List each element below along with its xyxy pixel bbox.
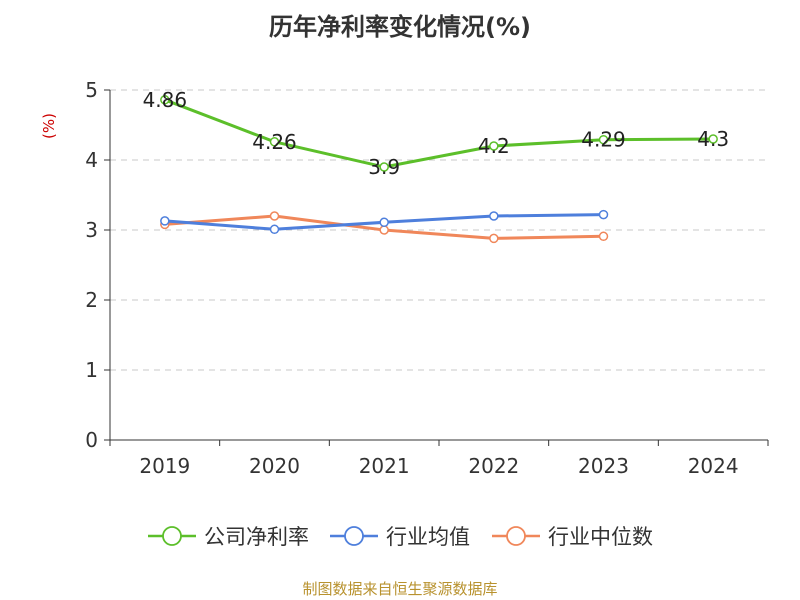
x-tick-label: 2022 xyxy=(468,454,519,478)
y-tick-label: 5 xyxy=(85,78,98,102)
legend-swatch-marker xyxy=(344,526,364,546)
y-tick-label: 0 xyxy=(85,428,98,452)
x-tick-label: 2020 xyxy=(249,454,300,478)
series-0: 4.86 4.26 3.9 4.2 4.29 4.3 xyxy=(143,88,730,179)
data-point xyxy=(269,137,280,147)
axes: 0 1 2 3 4 5 2019 2020 2021 2022 2023 2024 xyxy=(85,78,769,478)
data-point xyxy=(160,216,170,226)
data-label: 4.3 xyxy=(697,127,729,151)
data-point xyxy=(489,141,499,151)
data-point xyxy=(708,134,718,144)
y-axis-label: (%) xyxy=(40,113,58,139)
y-tick-label: 4 xyxy=(85,148,98,172)
x-tick-label: 2019 xyxy=(139,454,190,478)
data-point xyxy=(489,233,499,244)
legend-item-0: 公司净利率 xyxy=(148,525,309,549)
data-label: 4.26 xyxy=(252,130,297,154)
data-point xyxy=(489,211,499,221)
data-point xyxy=(269,224,280,235)
data-point xyxy=(379,217,389,228)
series-1 xyxy=(160,209,609,235)
legend: 公司净利率 行业均值 行业中位数 xyxy=(148,525,653,549)
data-point xyxy=(598,134,609,145)
legend-swatch-marker xyxy=(162,526,182,546)
data-label: 4.2 xyxy=(478,134,510,158)
data-point xyxy=(598,231,609,242)
data-source-note: 制图数据来自恒生聚源数据库 xyxy=(302,580,498,598)
y-tick-label: 2 xyxy=(85,288,98,312)
data-point xyxy=(160,95,170,105)
x-tick-label: 2024 xyxy=(688,454,739,478)
grid-lines xyxy=(110,89,768,371)
data-point xyxy=(379,162,389,172)
series-group: 4.86 4.26 3.9 4.2 4.29 4.3 xyxy=(143,88,730,244)
data-label: 4.29 xyxy=(581,128,626,152)
series-line xyxy=(163,98,715,169)
legend-swatch-marker xyxy=(506,526,526,546)
data-point xyxy=(379,225,389,235)
y-tick-label: 1 xyxy=(85,358,98,382)
chart-title: 历年净利率变化情况(%) xyxy=(269,13,531,41)
data-point xyxy=(598,209,609,220)
legend-label: 行业均值 xyxy=(386,525,470,549)
data-label: 3.9 xyxy=(368,155,400,179)
x-tick-label: 2021 xyxy=(359,454,410,478)
data-label: 4.86 xyxy=(143,88,188,112)
legend-item-2: 行业中位数 xyxy=(492,525,653,549)
legend-item-1: 行业均值 xyxy=(330,525,470,549)
legend-label: 行业中位数 xyxy=(548,525,653,549)
x-tick-label: 2023 xyxy=(578,454,629,478)
data-point xyxy=(269,211,280,221)
legend-label: 公司净利率 xyxy=(204,525,309,549)
y-tick-label: 3 xyxy=(85,218,98,242)
